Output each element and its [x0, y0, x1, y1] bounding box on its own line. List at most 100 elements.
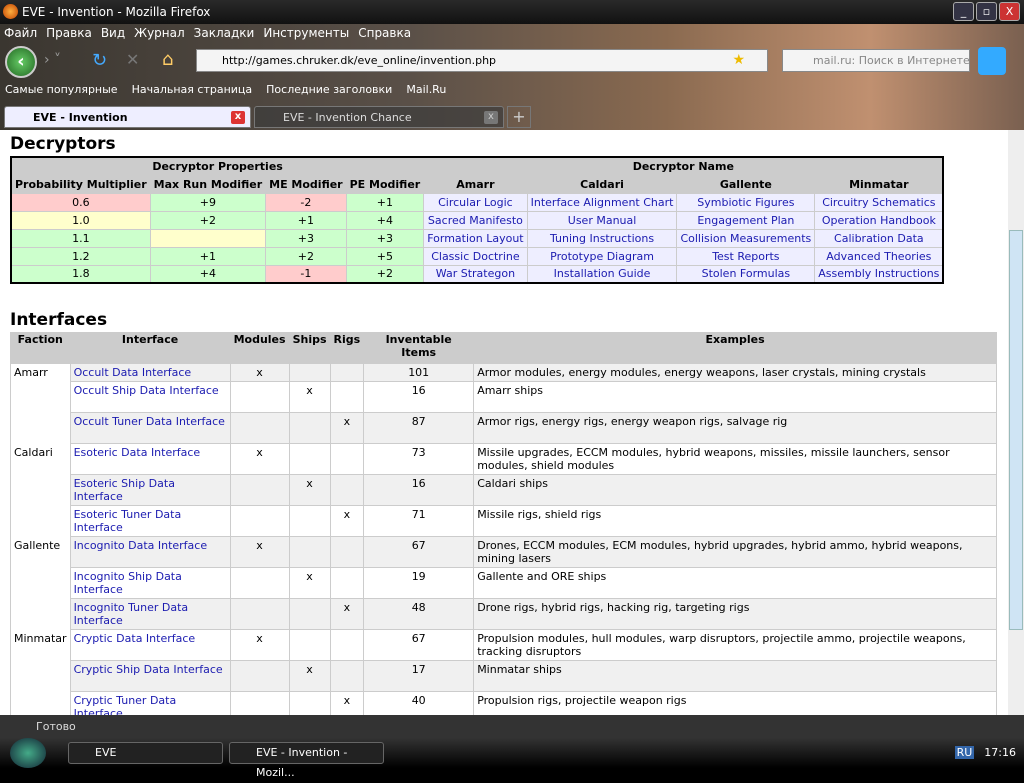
- examples-cell: Drone rigs, hybrid rigs, hacking rig, ta…: [473, 598, 997, 630]
- interface-n: 16: [363, 381, 475, 413]
- interface-link[interactable]: Cryptic Data Interface: [73, 632, 196, 645]
- decryptor-name-cell: Operation Handbook: [814, 210, 944, 230]
- interface-row: Incognito Ship Data Interface x 19 Gallente…: [10, 567, 997, 599]
- interface-link[interactable]: Occult Ship Data Interface: [73, 384, 219, 397]
- interface-m: x: [229, 629, 290, 661]
- examples-cell: Minmatar ships: [473, 660, 997, 692]
- decryptor-link[interactable]: Stolen Formulas: [701, 267, 791, 281]
- bookmark-most-visited[interactable]: Самые популярные: [5, 83, 118, 96]
- decryptor-link[interactable]: Circuitry Schematics: [822, 195, 936, 209]
- interface-link[interactable]: Cryptic Tuner Data Interface: [73, 694, 177, 715]
- menu-help[interactable]: Справка: [358, 26, 412, 40]
- decryptor-link[interactable]: Collision Measurements: [680, 231, 812, 245]
- examples-cell: Amarr ships: [473, 381, 997, 413]
- decryptor-link[interactable]: Installation Guide: [553, 267, 651, 281]
- new-tab-button[interactable]: +: [507, 106, 531, 128]
- decryptor-link[interactable]: Symbiotic Figures: [697, 195, 795, 209]
- interface-row: Occult Tuner Data Interface x 87 Armor rigs…: [10, 412, 997, 444]
- interface-m: [229, 598, 290, 630]
- stop-icon[interactable]: ✕: [126, 50, 140, 69]
- faction-cell: [10, 567, 71, 599]
- interface-m: [229, 691, 290, 715]
- start-button[interactable]: [10, 738, 46, 768]
- interface-link[interactable]: Esoteric Tuner Data Interface: [73, 508, 182, 534]
- interface-link[interactable]: Occult Tuner Data Interface: [73, 415, 225, 428]
- tab-eve-invention-chance[interactable]: EVE - Invention Chance x: [254, 106, 504, 128]
- decryptor-link[interactable]: Advanced Theories: [826, 249, 932, 263]
- interface-link[interactable]: Incognito Tuner Data Interface: [73, 601, 189, 627]
- bookmarks-toolbar: Самые популярные Начальная страница Посл…: [5, 81, 446, 99]
- decryptor-link[interactable]: Operation Handbook: [821, 213, 936, 227]
- interface-s: x: [288, 567, 331, 599]
- decryptor-link[interactable]: Classic Doctrine: [431, 249, 520, 263]
- interface-link[interactable]: Esoteric Ship Data Interface: [73, 477, 175, 503]
- interface-m: [229, 505, 290, 537]
- examples-cell: Missile rigs, shield rigs: [473, 505, 997, 537]
- decryptor-link[interactable]: User Manual: [567, 213, 637, 227]
- interface-s: [288, 598, 331, 630]
- decryptor-run: +2: [149, 210, 267, 230]
- firefox-icon: [3, 4, 18, 19]
- taskbar-item-firefox[interactable]: EVE - Invention - Mozil...: [229, 742, 384, 779]
- decryptor-link[interactable]: Prototype Diagram: [550, 249, 654, 263]
- url-input[interactable]: http://games.chruker.dk/eve_online/inven…: [196, 49, 768, 72]
- interface-link[interactable]: Cryptic Ship Data Interface: [73, 663, 223, 676]
- decryptor-link[interactable]: War Strategon: [435, 267, 516, 281]
- interface-s: [288, 536, 331, 568]
- menu-bookmarks[interactable]: Закладки: [193, 26, 255, 40]
- taskbar-item-eve[interactable]: EVE: [68, 742, 223, 764]
- interface-r: [329, 474, 365, 506]
- home-icon[interactable]: ⌂: [162, 49, 174, 70]
- minimize-button[interactable]: _: [953, 2, 974, 21]
- decryptor-link[interactable]: Interface Alignment Chart: [530, 195, 674, 209]
- decryptor-name-cell: Tuning Instructions: [526, 228, 678, 248]
- menu-file[interactable]: Файл: [4, 26, 38, 40]
- interface-s: [288, 443, 331, 475]
- group-header: Decryptor Properties: [10, 156, 425, 176]
- interface-row: Gallente Incognito Data Interface x 67 Drone…: [10, 536, 997, 568]
- interface-cell: Occult Tuner Data Interface: [69, 412, 231, 444]
- interface-n: 101: [363, 363, 475, 382]
- decryptor-link[interactable]: Formation Layout: [427, 231, 524, 245]
- examples-cell: Caldari ships: [473, 474, 997, 506]
- interface-link[interactable]: Incognito Data Interface: [73, 539, 208, 552]
- column-header: Probability Multiplier: [10, 174, 151, 194]
- decryptors-heading: Decryptors: [10, 134, 116, 154]
- interface-m: x: [229, 363, 290, 382]
- decryptor-name-cell: Collision Measurements: [676, 228, 816, 248]
- decryptor-link[interactable]: Tuning Instructions: [549, 231, 655, 245]
- bookmark-mailru[interactable]: Mail.Ru: [406, 83, 447, 96]
- vertical-scrollbar[interactable]: [1008, 130, 1024, 715]
- menu-history[interactable]: Журнал: [134, 26, 185, 40]
- tab-close-icon[interactable]: x: [484, 111, 498, 124]
- reload-icon[interactable]: ↻: [92, 50, 108, 71]
- decryptor-name-cell: Engagement Plan: [676, 210, 816, 230]
- decryptor-link[interactable]: Calibration Data: [834, 231, 924, 245]
- maximize-button[interactable]: ▫: [976, 2, 997, 21]
- decryptor-link[interactable]: Test Reports: [712, 249, 780, 263]
- interface-link[interactable]: Esoteric Data Interface: [73, 446, 201, 459]
- tab-close-icon[interactable]: x: [231, 111, 245, 124]
- interface-m: x: [229, 443, 290, 475]
- decryptor-link[interactable]: Engagement Plan: [697, 213, 795, 227]
- back-button[interactable]: ‹: [5, 46, 37, 78]
- language-indicator[interactable]: RU: [954, 746, 975, 759]
- forward-button[interactable]: › ˅: [44, 52, 62, 68]
- bookmark-star-icon[interactable]: ★: [732, 52, 745, 68]
- decryptor-link[interactable]: Circular Logic: [438, 195, 513, 209]
- menu-tools[interactable]: Инструменты: [263, 26, 350, 40]
- skype-icon[interactable]: [978, 47, 1006, 75]
- search-input[interactable]: mail.ru: Поиск в Интернете: [782, 49, 970, 72]
- tab-eve-invention[interactable]: EVE - Invention x: [4, 106, 251, 128]
- interface-link[interactable]: Occult Data Interface: [73, 366, 192, 379]
- interface-cell: Esoteric Data Interface: [69, 443, 231, 475]
- scrollbar-thumb[interactable]: [1009, 230, 1023, 630]
- interface-link[interactable]: Incognito Ship Data Interface: [73, 570, 182, 596]
- decryptor-link[interactable]: Assembly Instructions: [818, 267, 940, 281]
- decryptor-link[interactable]: Sacred Manifesto: [427, 213, 523, 227]
- close-button[interactable]: X: [999, 2, 1020, 21]
- menu-edit[interactable]: Правка: [46, 26, 92, 40]
- bookmark-latest-headlines[interactable]: Последние заголовки: [266, 83, 393, 96]
- menu-view[interactable]: Вид: [100, 26, 126, 40]
- bookmark-start-page[interactable]: Начальная страница: [131, 83, 253, 96]
